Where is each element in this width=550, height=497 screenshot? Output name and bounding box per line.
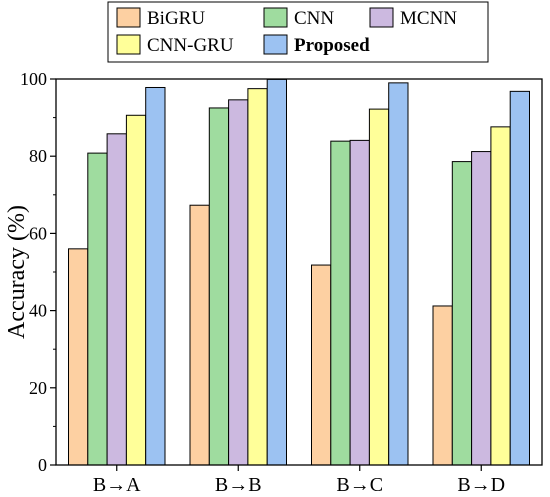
bars-group — [68, 78, 531, 466]
y-tick-label: 60 — [29, 223, 47, 243]
bar-mcnn-2 — [228, 99, 249, 466]
legend-label-proposed: Proposed — [294, 35, 370, 56]
bar-proposed-1 — [145, 86, 166, 466]
legend-label-cnn: CNN — [294, 8, 334, 29]
legend: BiGRU CNN MCNN CNN-GRU Proposed — [107, 1, 489, 63]
bar-cnn-1 — [87, 152, 108, 466]
x-tick-label: B→C — [336, 474, 383, 496]
bar-proposed-4 — [509, 90, 531, 466]
bar-mcnn-4 — [471, 151, 492, 466]
y-tick-label: 0 — [38, 455, 47, 475]
legend-label-bigru: BiGRU — [147, 8, 205, 29]
bar-mcnn-3 — [349, 139, 370, 466]
bar-cnn-gru-3 — [368, 108, 390, 466]
bar-proposed-2 — [266, 78, 288, 466]
x-tick-label: B→B — [215, 474, 262, 496]
legend-label-cnn-gru: CNN-GRU — [147, 35, 234, 56]
bar-cnn-gru-1 — [125, 114, 147, 466]
bar-bigru-4 — [432, 305, 453, 466]
bar-cnn-4 — [451, 161, 473, 466]
x-tick-label: B→A — [93, 474, 141, 496]
y-tick-label: 40 — [29, 301, 47, 321]
y-tick-label: 100 — [20, 69, 47, 89]
bar-cnn-gru-2 — [247, 88, 268, 466]
legend-swatch-cnn-gru — [116, 34, 141, 55]
legend-swatch-cnn — [263, 7, 288, 28]
bar-mcnn-1 — [106, 133, 127, 466]
legend-swatch-proposed — [263, 34, 288, 55]
legend-label-mcnn: MCNN — [400, 8, 457, 29]
bar-cnn-gru-4 — [490, 126, 511, 466]
legend-box — [107, 1, 489, 63]
axes-group: 0 20 40 60 80 100 B→A B→B B→C B→D — [20, 69, 543, 496]
y-axis-title: Accuracy (%) — [4, 205, 30, 339]
y-tick-label: 20 — [29, 378, 47, 398]
bar-bigru-2 — [189, 204, 210, 466]
legend-swatch-mcnn — [369, 7, 394, 28]
bar-bigru-1 — [68, 248, 89, 466]
bar-bigru-3 — [311, 264, 332, 466]
legend-swatch-bigru — [116, 7, 141, 28]
bar-cnn-3 — [330, 140, 351, 466]
bar-proposed-3 — [388, 82, 409, 466]
y-tick-label: 80 — [29, 146, 47, 166]
x-tick-label: B→D — [457, 474, 505, 496]
bar-cnn-2 — [208, 107, 230, 466]
